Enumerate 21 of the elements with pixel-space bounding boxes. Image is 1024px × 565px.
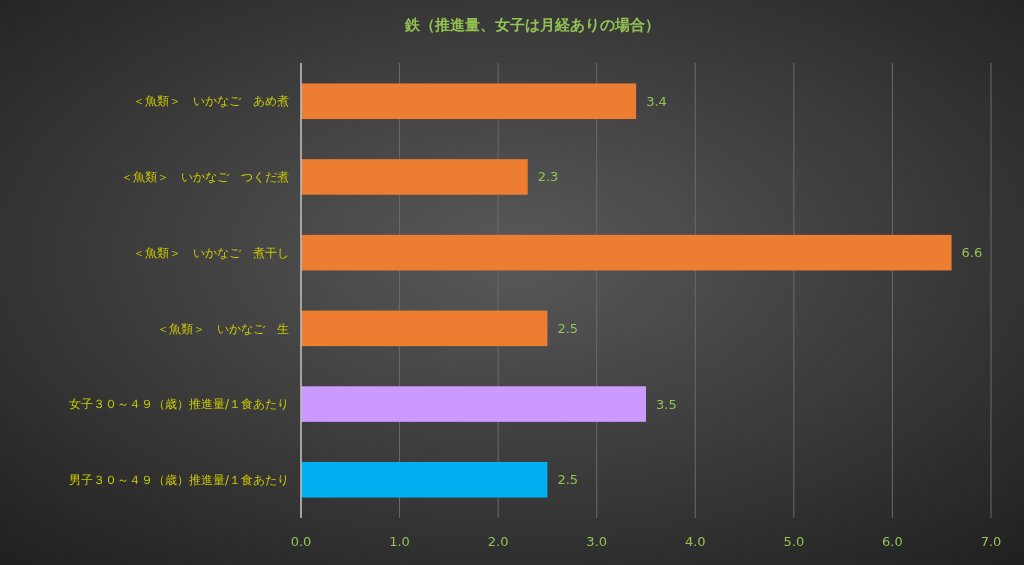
x-tick-label: 3.0	[586, 534, 608, 549]
y-tick-label: 女子３０～４９（歳）推進量/１食あたり	[68, 397, 289, 412]
data-label: 3.4	[646, 93, 667, 109]
x-tick-label: 4.0	[684, 534, 706, 549]
data-label: 3.5	[656, 396, 677, 412]
x-tick-label: 1.0	[389, 534, 410, 549]
chart-title: 鉄（推進量、女子は月経ありの場合）	[403, 16, 660, 34]
x-tick-label: 2.0	[487, 534, 509, 549]
y-tick-label: ＜魚類＞ いかなご あめ煮	[133, 94, 289, 109]
x-tick-label: 0.0	[290, 534, 312, 549]
x-tick-label: 5.0	[783, 534, 805, 549]
y-tick-label: ＜魚類＞ いかなご 生	[157, 321, 289, 336]
y-tick-label: 男子３０～４９（歳）推進量/１食あたり	[68, 472, 289, 487]
y-tick-label: ＜魚類＞ いかなご 煮干し	[133, 245, 289, 260]
data-label: 2.3	[537, 169, 559, 185]
data-label: 2.5	[557, 320, 579, 336]
x-tick-label: 6.0	[882, 534, 903, 549]
y-tick-label: ＜魚類＞ いかなご つくだ煮	[121, 170, 289, 185]
x-tick-label: 7.0	[980, 534, 1002, 549]
data-label: 2.5	[557, 472, 579, 488]
data-label: 6.6	[961, 245, 983, 261]
